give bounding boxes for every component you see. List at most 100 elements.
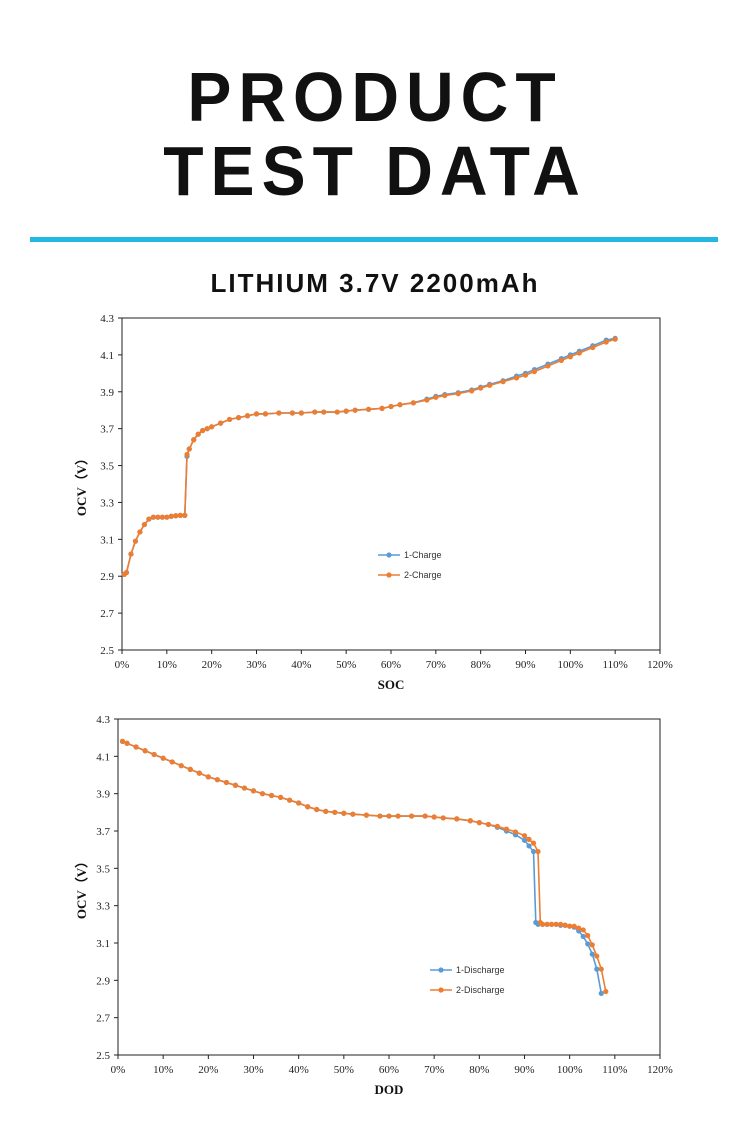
discharge-series-2-point — [567, 923, 573, 929]
charge-series-2-point — [576, 350, 582, 356]
discharge-series-2-point — [535, 848, 541, 855]
charge-series-2-point — [218, 420, 224, 426]
charge-series-2-point — [244, 413, 251, 419]
charge-series-2-point — [455, 391, 461, 397]
discharge-series-2-point — [549, 921, 555, 927]
charge-series-2-point — [379, 405, 385, 411]
charge-series-2-point — [343, 408, 349, 414]
discharge-series-2-point — [530, 840, 537, 846]
product-subtitle: LITHIUM 3.7V 2200mAh — [210, 268, 540, 298]
charge-x-tick-label: 90% — [515, 659, 535, 671]
charge-x-tick-label: 120% — [647, 659, 673, 671]
charge-series-2-point — [603, 339, 609, 345]
charge-series-2-point — [558, 357, 564, 364]
discharge-series-2-point — [133, 744, 139, 750]
discharge-series-2-point — [259, 791, 266, 797]
discharge-series-2-point — [408, 813, 415, 819]
charge-series-2-point — [433, 394, 439, 400]
charge-y-tick-label: 3.3 — [100, 497, 114, 509]
discharge-series-2-point — [386, 813, 392, 819]
charge-series-2-point — [531, 368, 538, 375]
charge-series-2-point — [289, 410, 295, 416]
discharge-y-tick-label: 3.7 — [96, 826, 110, 838]
discharge-x-tick-label: 30% — [243, 1064, 263, 1076]
charge-x-tick-label: 70% — [426, 659, 446, 671]
charge-x-tick-label: 60% — [381, 659, 401, 671]
discharge-series-2-point — [521, 833, 528, 839]
accent-divider — [30, 237, 718, 242]
charge-series-2-point — [173, 513, 179, 519]
charge-y-axis-label: OCV（V） — [74, 452, 89, 516]
discharge-series-2-point — [512, 829, 519, 835]
charge-series-2-point — [424, 397, 430, 403]
charge-series-2-point — [168, 513, 174, 519]
charge-series-2-point — [195, 431, 201, 437]
charge-series-2-point — [128, 551, 134, 557]
charge-series-2-point — [227, 416, 233, 423]
charge-y-tick-label: 3.1 — [100, 534, 114, 546]
charge-series-2-point — [500, 379, 506, 385]
discharge-series-1-point — [526, 843, 532, 849]
discharge-series-2-point — [431, 814, 437, 820]
discharge-series-2-point — [603, 988, 609, 995]
charge-series-2-point — [177, 512, 183, 518]
charge-x-tick-label: 0% — [115, 659, 130, 671]
charge-series-2-point — [321, 409, 327, 415]
charge-x-axis-label: SOC — [378, 677, 405, 692]
charge-series-2-point — [612, 336, 618, 342]
charge-series-2-point — [410, 400, 417, 406]
discharge-series-2-point — [377, 813, 383, 819]
discharge-series-2-point — [494, 823, 500, 829]
charge-series-2-point — [164, 514, 170, 520]
discharge-legend-label-2: 2-Discharge — [456, 985, 505, 995]
charge-series-2-point — [334, 409, 340, 415]
charge-series-2-point — [352, 407, 358, 413]
discharge-y-tick-label: 4.1 — [96, 751, 110, 763]
charge-series-2-point — [276, 410, 282, 416]
charge-x-tick-label: 110% — [603, 659, 628, 671]
charge-series-2-point — [312, 409, 318, 415]
discharge-series-2-point — [553, 921, 559, 927]
charge-plot-frame — [121, 317, 661, 651]
page-title-line2: TEST DATA — [163, 132, 587, 210]
discharge-series-1-point — [530, 848, 537, 855]
discharge-series-2-point — [187, 766, 193, 772]
discharge-x-tick-label: 20% — [198, 1064, 218, 1076]
page-title-line1: PRODUCT — [187, 58, 563, 136]
discharge-series-1-point — [594, 966, 600, 972]
discharge-series-2-point — [440, 815, 446, 821]
discharge-series-2-point — [476, 820, 482, 826]
discharge-series-2-point — [124, 740, 130, 746]
charge-series-2-point — [204, 426, 210, 432]
charge-series-2-point — [388, 403, 394, 410]
discharge-series-2-point — [363, 812, 370, 818]
discharge-series-2-point — [241, 785, 248, 791]
discharge-series-2-point — [580, 927, 586, 933]
discharge-x-tick-label: 100% — [557, 1064, 583, 1076]
charge-series-2-point — [155, 514, 161, 520]
discharge-series-1-point — [585, 941, 591, 947]
charge-x-tick-label: 10% — [157, 659, 177, 671]
discharge-y-tick-label: 3.3 — [96, 901, 110, 913]
discharge-series-2-point — [160, 755, 166, 761]
charge-legend-label-2: 2-Charge — [404, 570, 442, 580]
discharge-series-2-point — [544, 921, 550, 927]
discharge-y-axis-label: OCV（V） — [74, 855, 89, 919]
charge-x-tick-label: 80% — [471, 659, 491, 671]
discharge-series-2-point — [503, 826, 510, 832]
charge-series-2-point — [469, 388, 475, 394]
discharge-y-tick-label: 2.7 — [96, 1013, 110, 1025]
discharge-y-tick-label: 3.5 — [96, 863, 110, 875]
charge-series-2-point — [235, 415, 242, 421]
discharge-series-2-point — [332, 809, 338, 815]
charge-series-1-line — [123, 337, 616, 576]
discharge-y-tick-label: 3.9 — [96, 789, 110, 801]
charge-series-2-point — [262, 411, 269, 417]
discharge-series-2-point — [142, 748, 148, 754]
discharge-y-tick-label: 2.5 — [96, 1050, 110, 1062]
discharge-y-tick-label: 3.1 — [96, 938, 110, 950]
discharge-series-2-point — [598, 966, 604, 972]
discharge-series-2-point — [571, 923, 577, 929]
discharge-x-tick-label: 60% — [379, 1064, 399, 1076]
charge-y-tick-label: 2.7 — [100, 608, 114, 620]
